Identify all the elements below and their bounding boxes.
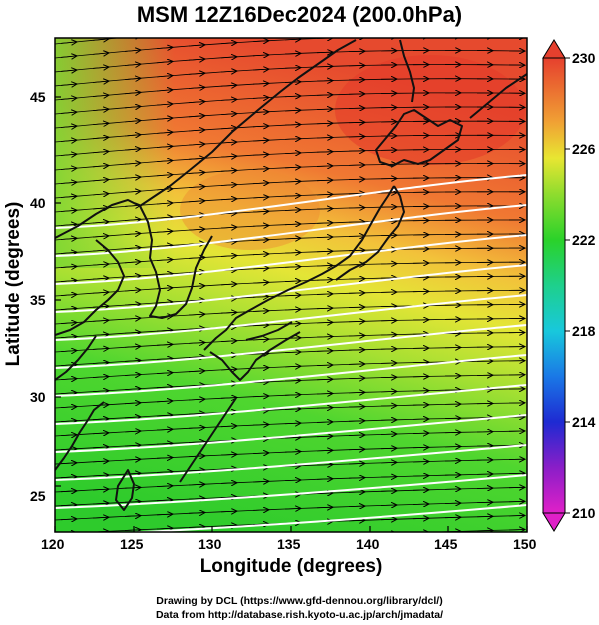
axis-ticks xyxy=(54,96,528,532)
ytick-label: 25 xyxy=(30,488,46,504)
xtick-label: 135 xyxy=(277,536,301,552)
map-title: MSM 12Z16Dec2024 (200.0hPa) xyxy=(136,2,463,27)
temperature-field xyxy=(55,38,527,532)
colorbar-label: 222 xyxy=(572,232,596,248)
y-axis-label: Latitude (degrees) xyxy=(3,201,24,367)
xtick-label: 130 xyxy=(198,536,222,552)
ytick-label: 35 xyxy=(30,292,46,308)
x-axis-label: Longitude (degrees) xyxy=(199,556,383,577)
height-contours xyxy=(55,174,527,532)
colorbar-label: 214 xyxy=(572,414,596,430)
colorbar-label: 210 xyxy=(572,505,596,521)
credit-data: Data from http://database.rish.kyoto-u.a… xyxy=(155,609,444,621)
colorbar-label: 230 xyxy=(572,50,596,66)
colorbar-max-triangle xyxy=(542,39,566,59)
colorbar-label: 226 xyxy=(572,141,596,157)
xtick-label: 145 xyxy=(434,536,458,552)
ytick-label: 45 xyxy=(30,89,46,105)
xtick-label: 120 xyxy=(41,536,65,552)
xtick-label: 150 xyxy=(513,536,537,552)
ytick-label: 30 xyxy=(30,389,46,405)
colorbar xyxy=(542,39,570,532)
xtick-label: 125 xyxy=(120,536,144,552)
credit-drawing: Drawing by DCL (https://www.gfd-dennou.o… xyxy=(156,595,443,607)
xtick-label: 140 xyxy=(356,536,380,552)
colorbar-label: 218 xyxy=(572,323,596,339)
ytick-label: 40 xyxy=(30,195,46,211)
coastlines xyxy=(55,39,527,511)
colorbar-min-triangle xyxy=(542,512,566,532)
